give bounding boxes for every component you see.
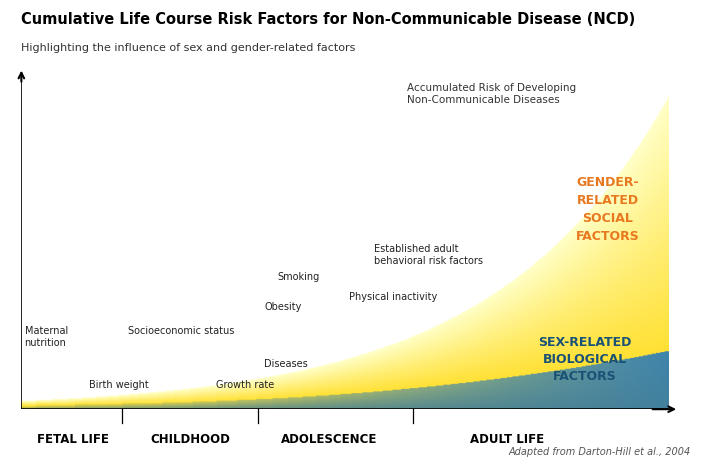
- Text: Adapted from Darton-Hill et al., 2004: Adapted from Darton-Hill et al., 2004: [508, 446, 691, 457]
- Text: Accumulated Risk of Developing
Non-Communicable Diseases: Accumulated Risk of Developing Non-Commu…: [407, 83, 576, 105]
- Text: Cumulative Life Course Risk Factors for Non-Communicable Disease (NCD): Cumulative Life Course Risk Factors for …: [21, 12, 636, 27]
- Text: Highlighting the influence of sex and gender-related factors: Highlighting the influence of sex and ge…: [21, 43, 356, 53]
- Text: SEX-RELATED
BIOLOGICAL
FACTORS: SEX-RELATED BIOLOGICAL FACTORS: [538, 336, 632, 383]
- Text: GENDER-
RELATED
SOCIAL
FACTORS: GENDER- RELATED SOCIAL FACTORS: [576, 177, 639, 244]
- Text: Smoking: Smoking: [277, 272, 320, 282]
- Text: ADOLESCENCE: ADOLESCENCE: [281, 432, 377, 445]
- Text: Physical inactivity: Physical inactivity: [349, 292, 436, 302]
- Text: ADULT LIFE: ADULT LIFE: [470, 432, 545, 445]
- Text: FETAL LIFE: FETAL LIFE: [37, 432, 109, 445]
- Text: Socioeconomic status: Socioeconomic status: [128, 326, 235, 336]
- Text: Birth weight: Birth weight: [90, 380, 149, 390]
- Text: Obesity: Obesity: [264, 302, 302, 312]
- Text: Diseases: Diseases: [264, 359, 308, 369]
- Text: Maternal
nutrition: Maternal nutrition: [25, 326, 68, 348]
- Text: Growth rate: Growth rate: [216, 380, 274, 390]
- Text: CHILDHOOD: CHILDHOOD: [150, 432, 230, 445]
- Text: Established adult
behavioral risk factors: Established adult behavioral risk factor…: [375, 244, 483, 266]
